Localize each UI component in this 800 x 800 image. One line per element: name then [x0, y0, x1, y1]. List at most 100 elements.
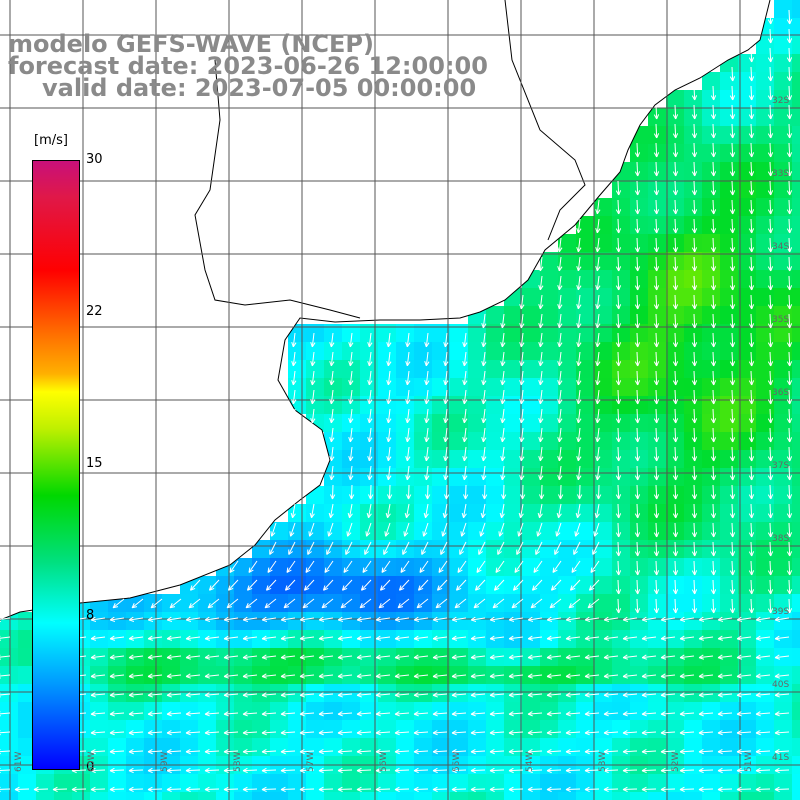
wind-cell: [306, 558, 324, 576]
wind-arrow: [576, 294, 582, 310]
wind-arrow: [345, 541, 353, 555]
wind-arrow: [595, 427, 601, 443]
wind-arrow: [303, 579, 315, 591]
wind-arrow: [520, 484, 526, 500]
wind-arrow: [489, 748, 505, 755]
wind-cell: [432, 378, 450, 396]
wind-cell: [684, 612, 702, 630]
wind-cell: [594, 378, 612, 396]
wind-arrow: [710, 313, 717, 329]
wind-arrow: [386, 446, 392, 462]
wind-arrow: [603, 711, 619, 717]
wind-arrow: [710, 237, 717, 253]
wind-arrow: [710, 218, 717, 234]
wind-arrow: [462, 465, 468, 481]
colorbar-tick-22: 22: [86, 304, 103, 319]
wind-arrow: [653, 161, 660, 177]
wind-arrow: [310, 389, 316, 405]
wind-arrow: [691, 522, 698, 538]
wind-cell: [378, 378, 396, 396]
wind-arrow: [289, 522, 296, 537]
wind-cell: [486, 450, 504, 468]
wind-arrow: [109, 748, 125, 755]
wind-cell: [720, 126, 738, 144]
wind-arrow: [530, 598, 543, 609]
wind-arrow: [748, 180, 755, 196]
wind-arrow: [634, 218, 641, 234]
wind-arrow: [310, 332, 316, 348]
wind-cell: [270, 774, 288, 792]
wind-arrow: [280, 786, 296, 792]
wind-cell: [612, 792, 630, 800]
wind-cell: [540, 306, 558, 324]
wind-cell: [252, 648, 270, 666]
wind-arrow: [615, 522, 622, 538]
wind-arrow: [227, 579, 239, 591]
wind-cell: [270, 792, 288, 800]
wind-arrow: [367, 427, 373, 443]
wind-arrow: [595, 332, 601, 348]
longitude-label: 55W: [452, 751, 462, 772]
wind-cell: [630, 324, 648, 342]
wind-arrow: [489, 654, 505, 660]
wind-arrow: [748, 465, 755, 481]
wind-arrow: [337, 692, 353, 698]
wind-arrow: [128, 786, 144, 792]
wind-arrow: [660, 730, 676, 736]
wind-cell: [774, 324, 792, 342]
wind-arrow: [223, 767, 239, 774]
wind-arrow: [147, 635, 163, 641]
wind-arrow: [299, 654, 315, 660]
wind-cell: [468, 630, 486, 648]
wind-cell: [324, 576, 342, 594]
wind-arrow: [653, 142, 660, 158]
wind-arrow: [356, 673, 372, 679]
wind-arrow: [698, 767, 714, 774]
wind-arrow: [299, 616, 315, 622]
wind-cell: [198, 792, 216, 800]
wind-arrow: [329, 332, 335, 348]
wind-arrow: [519, 351, 525, 367]
wind-arrow: [470, 616, 486, 622]
wind-cell: [306, 702, 324, 720]
wind-cell: [756, 666, 774, 684]
wind-cell: [378, 648, 396, 666]
wind-cell: [684, 252, 702, 270]
wind-cell: [702, 414, 720, 432]
wind-cell: [18, 666, 36, 684]
wind-arrow: [603, 654, 619, 660]
wind-arrow: [615, 218, 622, 234]
wind-cell: [612, 306, 630, 324]
wind-cell: [468, 342, 486, 360]
wind-cell: [468, 504, 486, 522]
wind-arrow: [147, 654, 163, 660]
wind-cell: [180, 702, 198, 720]
wind-arrow: [595, 218, 601, 234]
wind-cell: [684, 216, 702, 234]
wind-arrow: [402, 541, 410, 555]
wind-cell: [738, 306, 756, 324]
wind-cell: [738, 396, 756, 414]
wind-cell: [288, 792, 306, 800]
wind-cell: [738, 792, 756, 800]
wind-arrow: [546, 748, 562, 755]
wind-arrow: [109, 654, 125, 660]
wind-cell: [234, 684, 252, 702]
wind-arrow: [691, 427, 698, 443]
wind-cell: [594, 720, 612, 738]
wind-cell: [792, 648, 800, 666]
wind-arrow: [462, 389, 468, 405]
wind-arrow: [381, 560, 391, 573]
wind-cell: [756, 576, 774, 594]
wind-cell: [684, 504, 702, 522]
wind-arrow: [786, 218, 793, 234]
wind-arrow: [481, 370, 487, 386]
wind-arrow: [451, 654, 467, 660]
wind-arrow: [736, 635, 752, 641]
wind-cell: [702, 72, 720, 90]
wind-cell: [504, 630, 522, 648]
wind-cell: [684, 684, 702, 702]
wind-cell: [342, 360, 360, 378]
wind-arrow: [558, 484, 564, 500]
wind-cell: [162, 630, 180, 648]
